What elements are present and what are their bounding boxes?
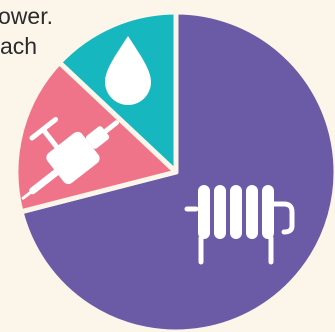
- caption-line-1: ower.: [0, 3, 53, 29]
- faucet-icon: [21, 117, 119, 200]
- radiator-icon: [184, 185, 295, 265]
- caption-line-2: ach: [0, 33, 38, 59]
- water-drop-icon: [105, 36, 151, 105]
